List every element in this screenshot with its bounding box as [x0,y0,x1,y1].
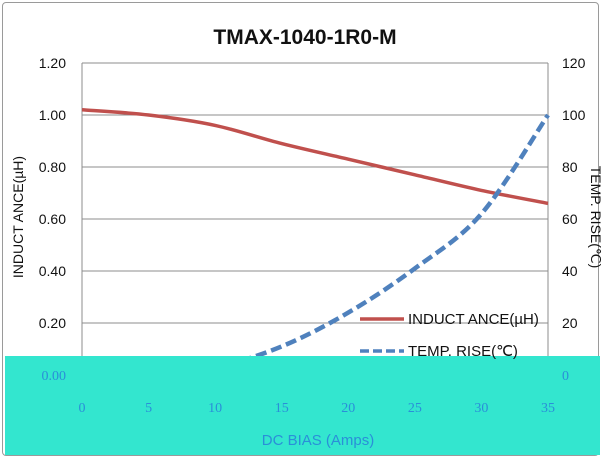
legend-label-temp-rise: TEMP. RISE(℃) [408,343,518,360]
y-tick-label: 1.00 [39,107,66,123]
y2-tick-label: 100 [562,107,586,123]
legend-label-inductance: INDUCT ANCE(µH) [408,311,539,328]
x-tick-label: 35 [541,401,555,416]
y2-tick-label: 20 [562,315,578,331]
y-tick-label: 0.60 [39,211,66,227]
y-tick-label: 1.20 [39,55,66,71]
y2-tick-label: 80 [562,159,578,175]
y2-tick-label: 120 [562,55,586,71]
chart-title: TMAX-1040-1R0-M [213,26,396,49]
x-tick-label: 0 [79,401,86,416]
x-tick-label: 10 [208,401,222,416]
series-line-inductance [81,108,549,206]
series-layer [81,108,550,378]
tick-labels: 0.000.200.400.600.801.001.20020406080100… [39,55,586,416]
y-tick-label: 0.20 [39,315,66,331]
x-tick-label: 30 [474,401,488,416]
y-axis-label: INDUCT ANCE(µH) [10,156,26,278]
y2-tick-label: 40 [562,263,578,279]
x-tick-label: 15 [275,401,289,416]
legend: INDUCT ANCE(µH) TEMP. RISE(℃) [360,311,539,360]
x-tick-label: 25 [408,401,422,416]
y-tick-label: 0.80 [39,159,66,175]
y2-tick-label: 0 [562,369,569,384]
y2-tick-label: 60 [562,211,578,227]
y-tick-label: 0.40 [39,263,66,279]
x-tick-label: 5 [145,401,152,416]
y-tick-label: 0.00 [42,369,67,384]
series-line-temp-rise [81,113,550,378]
x-axis-label: DC BIAS (Amps) [262,432,375,449]
y2-axis-label: TEMP. RISE(℃) [588,166,603,269]
bottom-band [5,356,600,455]
x-tick-label: 20 [341,401,355,416]
